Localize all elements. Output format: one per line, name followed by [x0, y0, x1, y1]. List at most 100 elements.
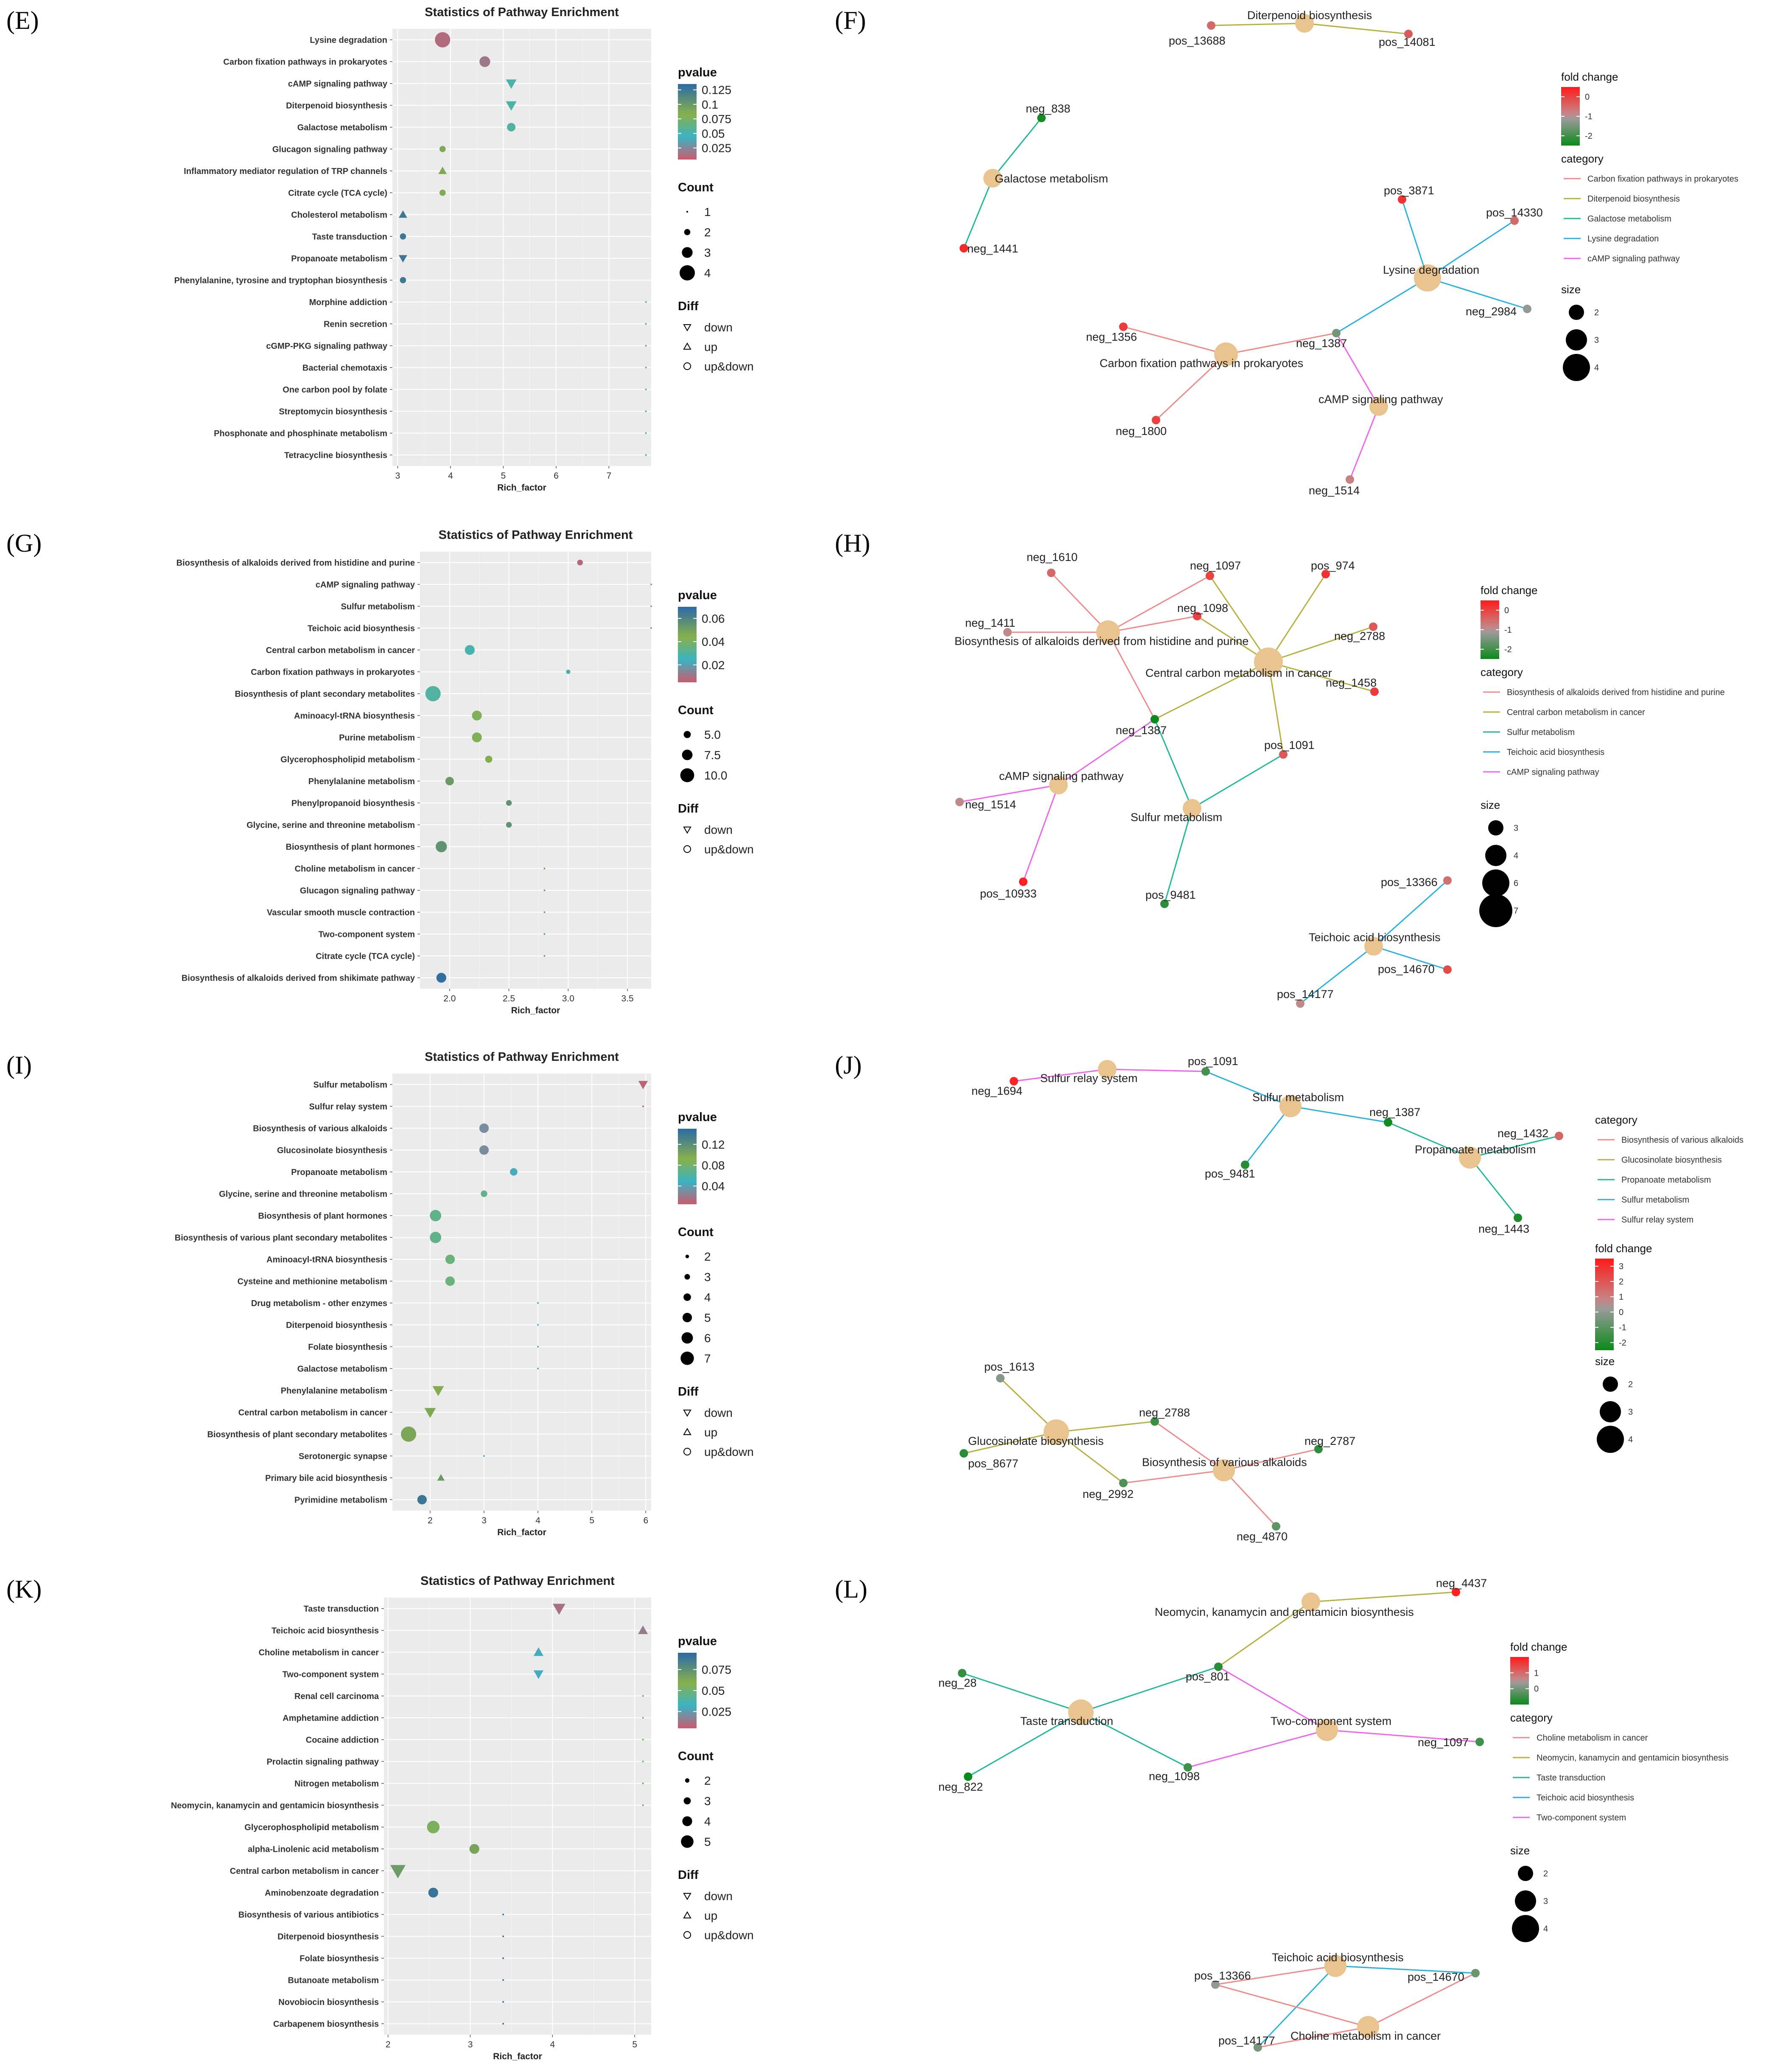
metabolite-label: pos_1091 — [1188, 1055, 1238, 1068]
metabolite-node — [1321, 570, 1330, 578]
y-tick-label: Choline metabolism in cancer — [259, 1648, 379, 1657]
fold-change-colorbar — [1510, 1657, 1529, 1705]
pathway-node — [1254, 648, 1283, 676]
metabolite-node — [1555, 1132, 1563, 1140]
y-tick-label: One carbon pool by folate — [283, 385, 387, 395]
fold-change-tick-label: -1 — [1504, 625, 1512, 635]
data-point — [537, 1324, 539, 1326]
metabolite-node — [1369, 622, 1377, 631]
count-legend-label: 3 — [704, 1270, 711, 1284]
edge — [1290, 1105, 1388, 1123]
category-legend-label: Teichoic acid biosynthesis — [1537, 1793, 1634, 1803]
edge — [1327, 1729, 1480, 1743]
edge — [1304, 22, 1409, 35]
data-point — [645, 367, 647, 369]
edge — [962, 1672, 1081, 1713]
edge — [1013, 1068, 1108, 1082]
metabolite-label: pos_14330 — [1486, 206, 1543, 219]
y-tick-label: Aminoacyl-tRNA biosynthesis — [266, 1255, 387, 1265]
size-legend-label: 3 — [1594, 336, 1599, 345]
diff-legend-label: down — [704, 1406, 733, 1419]
metabolite-node — [1010, 1077, 1018, 1085]
metabolite-node — [1296, 999, 1304, 1008]
data-point — [645, 410, 647, 412]
pathway-label: cAMP signaling pathway — [999, 770, 1124, 782]
metabolite-label: neg_1458 — [1326, 676, 1377, 689]
metabolite-label: neg_1387 — [1296, 337, 1347, 350]
x-tick-label: 5 — [632, 2040, 637, 2050]
data-point — [445, 1254, 455, 1264]
data-point-down — [506, 79, 517, 89]
pathway-label: Diterpenoid biosynthesis — [1247, 9, 1372, 22]
diff-legend-key-updown — [683, 845, 691, 853]
y-tick-label: Folate biosynthesis — [308, 1343, 387, 1352]
edge — [1427, 277, 1528, 310]
metabolite-node — [1206, 572, 1214, 580]
diff-legend-label: down — [704, 1890, 733, 1903]
size-legend-key — [1512, 1915, 1539, 1942]
y-tick-label: Cholesterol metabolism — [291, 210, 387, 220]
count-legend-key — [684, 229, 691, 236]
count-legend-key — [680, 265, 695, 280]
x-tick-label: 6 — [554, 471, 559, 481]
edge — [999, 1377, 1057, 1433]
edge — [1373, 945, 1448, 970]
pathway-node — [1068, 1699, 1094, 1725]
data-point — [502, 1979, 504, 1981]
size-legend-label: 2 — [1628, 1380, 1633, 1389]
legend-title-pvalue: pvalue — [678, 66, 717, 79]
data-point — [469, 1844, 479, 1854]
y-tick-label: Diterpenoid biosynthesis — [286, 1321, 387, 1330]
legend-title-category: category — [1510, 1711, 1553, 1724]
pathway-node — [1213, 1459, 1235, 1481]
pathway-label: Galactose metabolism — [995, 172, 1108, 185]
y-tick-label: Bacterial chemotaxis — [302, 363, 387, 373]
size-legend-key — [1566, 329, 1587, 350]
diff-legend-key-up — [683, 1427, 691, 1435]
y-tick-label: cAMP signaling pathway — [316, 580, 415, 589]
count-legend-key — [680, 1351, 694, 1365]
chart-title: Statistics of Pathway Enrichment — [425, 6, 619, 19]
network-F: Diterpenoid biosynthesis Galactose metab… — [960, 9, 1738, 497]
x-tick-label: 5 — [589, 1516, 594, 1525]
metabolite-label: neg_1514 — [1309, 484, 1360, 497]
fold-change-tick-label: 1 — [1534, 1668, 1539, 1678]
data-point — [430, 1231, 442, 1243]
y-tick-label: Galactose metabolism — [297, 1364, 387, 1374]
pathway-label: Central carbon metabolism in cancer — [1145, 667, 1332, 679]
y-tick-label: Purine metabolism — [339, 733, 415, 743]
metabolite-label: neg_1387 — [1369, 1106, 1420, 1119]
chart-title: Statistics of Pathway Enrichment — [420, 1574, 615, 1588]
pathway-label: Sulfur metabolism — [1131, 811, 1222, 824]
y-tick-label: Vascular smooth muscle contraction — [267, 908, 415, 917]
data-point — [430, 1210, 442, 1222]
edge — [1108, 615, 1198, 633]
y-tick-label: Butanoate metabolism — [288, 1976, 379, 1985]
legend-title-diff: Diff — [678, 300, 699, 313]
pathway-label: Two-component system — [1271, 1715, 1391, 1727]
data-point — [439, 189, 446, 196]
count-legend-label: 5 — [704, 1311, 711, 1324]
data-point — [650, 627, 652, 629]
metabolite-node — [955, 798, 964, 806]
category-legend-label: Taste transduction — [1537, 1773, 1605, 1783]
x-tick-label: 2 — [386, 2040, 391, 2050]
data-point — [543, 867, 546, 869]
data-point — [445, 1276, 455, 1286]
metabolite-label: neg_4437 — [1436, 1577, 1487, 1590]
pvalue-tick-label: 0.025 — [702, 1705, 731, 1718]
size-legend-label: 2 — [1594, 308, 1599, 317]
data-point — [577, 559, 583, 566]
x-tick-label: 4 — [550, 2040, 555, 2050]
count-legend-label: 4 — [704, 1815, 711, 1828]
data-point — [479, 56, 490, 67]
data-point — [502, 2001, 504, 2003]
edge — [1310, 1591, 1456, 1603]
edge — [1368, 1972, 1476, 2028]
data-point-down — [553, 1604, 565, 1615]
pathway-node — [1279, 1095, 1302, 1117]
metabolite-label: neg_1387 — [1116, 724, 1167, 737]
legend-title-diff: Diff — [678, 1385, 699, 1399]
metabolite-label: neg_1610 — [1027, 551, 1078, 564]
edge — [1155, 353, 1227, 421]
